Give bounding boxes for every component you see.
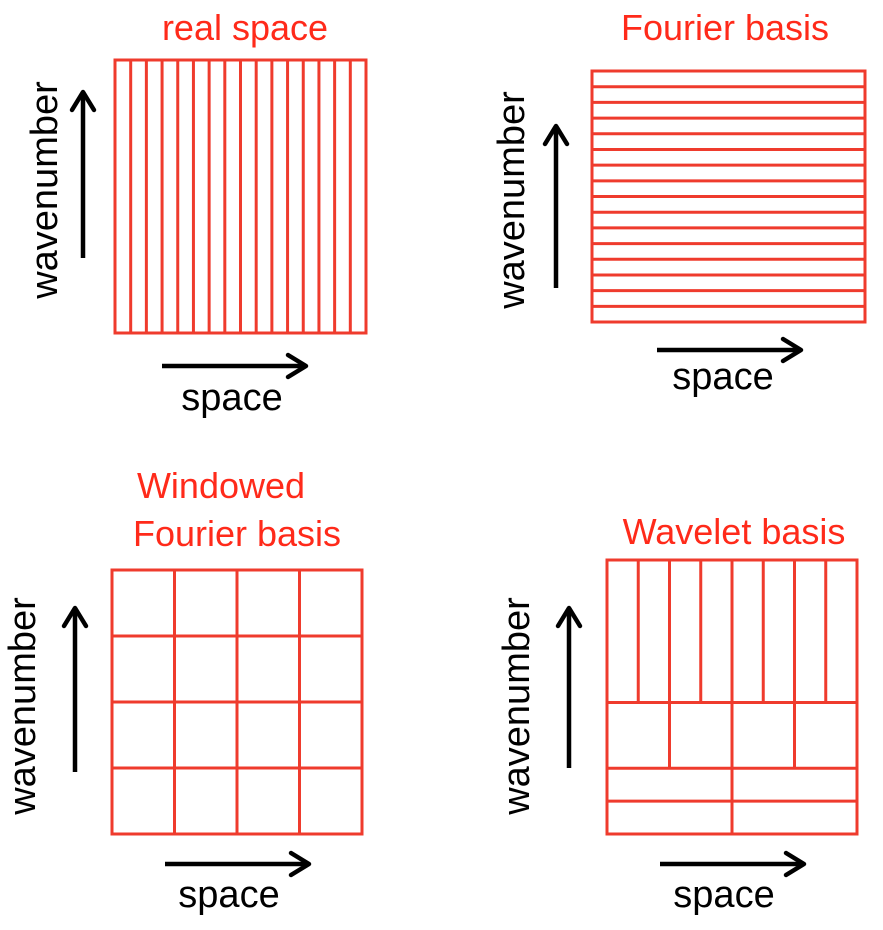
y-axis-label: wavenumber — [496, 597, 538, 816]
x-axis-label: space — [178, 874, 279, 916]
y-axis-label: wavenumber — [491, 91, 533, 310]
tiling-grid — [113, 58, 368, 335]
y-axis-arrow — [542, 123, 570, 288]
y-axis-label: wavenumber — [2, 597, 44, 816]
x-axis-label: space — [181, 377, 282, 419]
x-axis-label: space — [672, 356, 773, 398]
panel-windowed-fourier: Windowed Fourier basis wavenumber space — [2, 465, 364, 916]
grid-lines — [129, 60, 352, 333]
x-axis-arrow — [162, 352, 309, 380]
grid-lines — [592, 85, 865, 308]
x-axis-arrow — [165, 850, 312, 878]
panel-fourier: Fourier basis wavenumber space — [491, 7, 867, 398]
y-axis-arrow — [555, 605, 583, 768]
panel-title-line-2: Fourier basis — [133, 513, 341, 554]
panel-title: Wavelet basis — [623, 511, 846, 552]
x-axis-label: space — [673, 874, 774, 916]
panel-title-line-1: Windowed — [137, 465, 305, 506]
grid-lines — [112, 570, 362, 834]
y-axis-arrow — [69, 89, 97, 258]
y-axis-arrow — [61, 605, 89, 772]
tiling-grid — [605, 558, 859, 836]
y-axis-label: wavenumber — [24, 81, 66, 300]
tiling-grid — [590, 69, 867, 324]
panel-wavelet: Wavelet basis wavenumber space — [496, 511, 859, 916]
x-axis-arrow — [657, 336, 804, 364]
panel-real-space: real space wavenumber space — [24, 7, 368, 419]
x-axis-arrow — [660, 850, 807, 878]
grid-lines — [607, 560, 857, 834]
panel-title: real space — [162, 7, 328, 48]
panel-title: Fourier basis — [621, 7, 829, 48]
tiling-grid — [110, 568, 364, 836]
